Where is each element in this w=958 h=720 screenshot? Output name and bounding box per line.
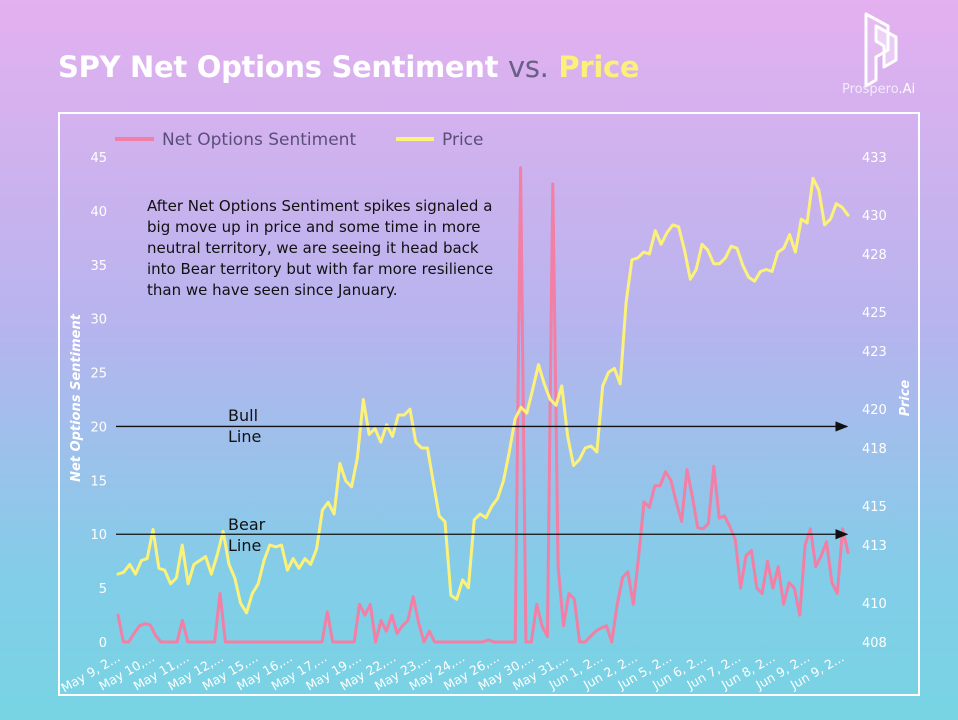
x-axis-ticks: May 9, 2...May 10,...May 11,...May 12,..… <box>58 650 846 696</box>
y-tick-right: 428 <box>862 248 887 263</box>
y-axis-left-ticks: 0 5 10 15 20 25 30 35 40 45 <box>90 151 107 651</box>
title-price: Price <box>558 50 640 84</box>
y-tick-left: 25 <box>90 367 107 382</box>
bull-line-label-1: Bull <box>228 406 259 425</box>
prospero-logo-icon <box>864 12 898 88</box>
y-tick-left: 10 <box>90 528 107 543</box>
y-tick-right: 423 <box>862 345 887 360</box>
annotation-text: After Net Options Sentiment spikes signa… <box>147 197 494 299</box>
bear-line-label: Bear Line <box>228 514 265 556</box>
y-tick-right: 408 <box>862 636 887 651</box>
y-tick-right: 418 <box>862 442 887 457</box>
brand-suffix: .Ai <box>898 82 916 97</box>
series-group <box>116 166 850 644</box>
chart-legend: Net Options Sentiment Price <box>115 130 483 150</box>
y-tick-right: 413 <box>862 539 887 554</box>
y-tick-left: 0 <box>99 636 107 651</box>
bear-line-label-2: Line <box>228 536 262 555</box>
reference-lines <box>116 421 849 540</box>
y-tick-left: 40 <box>90 205 107 220</box>
legend-price-label: Price <box>442 130 483 150</box>
series-line-price <box>116 176 850 615</box>
brand-name: Prospero.Ai <box>842 82 915 97</box>
y-tick-right: 410 <box>862 597 887 612</box>
bull-line-label: Bull Line <box>228 405 261 447</box>
chart-frame <box>58 112 920 696</box>
legend-sentiment-label: Net Options Sentiment <box>162 130 356 150</box>
y-tick-left: 5 <box>99 582 107 597</box>
title-vs: vs. <box>507 50 549 84</box>
y-tick-left: 15 <box>90 474 107 489</box>
bull-line-label-2: Line <box>228 427 262 446</box>
y-axis-labels: Net Options Sentiment Price <box>69 313 913 482</box>
y-axis-right-title: Price <box>898 380 913 417</box>
y-tick-left: 45 <box>90 151 107 166</box>
y-tick-left: 35 <box>90 259 107 274</box>
y-axis-left-title: Net Options Sentiment <box>69 313 84 482</box>
brand-main: Prospero <box>842 82 899 97</box>
bear-line-label-1: Bear <box>228 515 266 534</box>
series-line-net-options-sentiment <box>116 166 850 644</box>
y-axis-right-ticks: 408 410 413 415 418 420 423 425 428 430 433 <box>862 151 887 651</box>
y-tick-left: 20 <box>90 420 107 435</box>
y-tick-right: 425 <box>862 306 887 321</box>
y-tick-right: 415 <box>862 500 887 515</box>
y-tick-right: 433 <box>862 151 887 166</box>
y-tick-right: 430 <box>862 209 887 224</box>
y-tick-left: 30 <box>90 313 107 328</box>
chart-title: SPY Net Options Sentiment vs. Price <box>58 50 640 84</box>
y-tick-right: 420 <box>862 403 887 418</box>
title-main: SPY Net Options Sentiment <box>58 50 499 84</box>
